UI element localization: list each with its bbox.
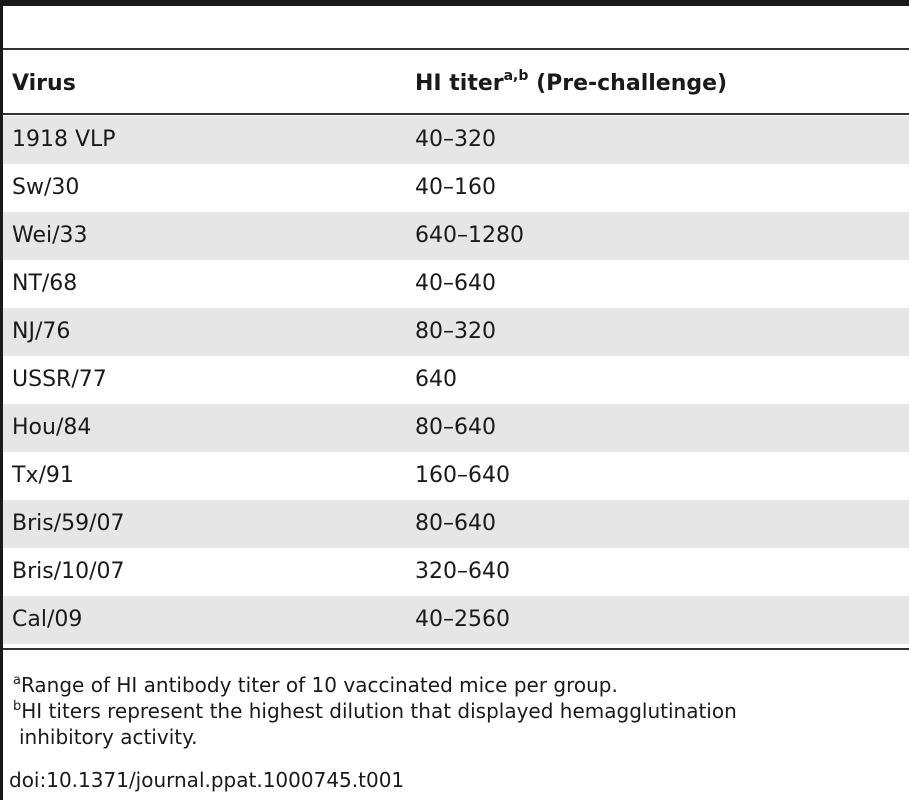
virus-cell: Tx/91 bbox=[12, 463, 74, 488]
header-hi-titer: HI titera,b (Pre-challenge) bbox=[415, 68, 728, 96]
titer-cell: 40–160 bbox=[415, 175, 496, 200]
titer-cell: 80–640 bbox=[415, 415, 496, 440]
doi-link[interactable]: doi:10.1371/journal.ppat.1000745.t001 bbox=[9, 768, 405, 792]
titer-cell: 40–320 bbox=[415, 127, 496, 152]
table-row: USSR/77 640 bbox=[3, 356, 909, 404]
header-hi-titer-suffix: (Pre-challenge) bbox=[528, 71, 728, 96]
footnote-b-continued: inhibitory activity. bbox=[13, 724, 893, 750]
table-row: Tx/91 160–640 bbox=[3, 452, 909, 500]
table-bottom-rule bbox=[3, 648, 909, 650]
titer-cell: 40–640 bbox=[415, 271, 496, 296]
footnote-a: aRange of HI antibody titer of 10 vaccin… bbox=[13, 672, 893, 698]
footnote-text: Range of HI antibody titer of 10 vaccina… bbox=[20, 673, 618, 697]
virus-cell: Bris/59/07 bbox=[12, 511, 125, 536]
virus-cell: 1918 VLP bbox=[12, 127, 116, 152]
footnote-b: bHI titers represent the highest dilutio… bbox=[13, 698, 893, 724]
table-row: Hou/84 80–640 bbox=[3, 404, 909, 452]
titer-cell: 320–640 bbox=[415, 559, 510, 584]
footnote-mark: a bbox=[13, 673, 21, 688]
table-body: 1918 VLP 40–320 Sw/30 40–160 Wei/33 640–128… bbox=[3, 116, 909, 644]
virus-cell: Hou/84 bbox=[12, 415, 92, 440]
left-margin-bar bbox=[0, 0, 3, 800]
top-rule bbox=[0, 0, 909, 6]
titer-cell: 40–2560 bbox=[415, 607, 510, 632]
virus-cell: USSR/77 bbox=[12, 367, 107, 392]
header-footnote-marks: a,b bbox=[503, 68, 529, 84]
table-header-rule bbox=[3, 113, 909, 115]
table-row: Cal/09 40–2560 bbox=[3, 596, 909, 644]
virus-cell: Sw/30 bbox=[12, 175, 80, 200]
footnote-text: inhibitory activity. bbox=[19, 725, 198, 749]
virus-cell: Cal/09 bbox=[12, 607, 83, 632]
titer-cell: 640–1280 bbox=[415, 223, 524, 248]
table-row: NJ/76 80–320 bbox=[3, 308, 909, 356]
titer-cell: 640 bbox=[415, 367, 457, 392]
virus-cell: NT/68 bbox=[12, 271, 78, 296]
table-header-row: Virus HI titera,b (Pre-challenge) bbox=[3, 50, 909, 113]
virus-cell: Bris/10/07 bbox=[12, 559, 125, 584]
table-top-rule bbox=[3, 48, 909, 50]
table-row: 1918 VLP 40–320 bbox=[3, 116, 909, 164]
table-row: Sw/30 40–160 bbox=[3, 164, 909, 212]
virus-cell: NJ/76 bbox=[12, 319, 71, 344]
footnote-mark: b bbox=[13, 699, 22, 714]
header-virus: Virus bbox=[12, 71, 76, 96]
table-row: NT/68 40–640 bbox=[3, 260, 909, 308]
titer-cell: 80–640 bbox=[415, 511, 496, 536]
table-row: Bris/10/07 320–640 bbox=[3, 548, 909, 596]
footnote-text: HI titers represent the highest dilution… bbox=[21, 699, 737, 723]
footnotes: aRange of HI antibody titer of 10 vaccin… bbox=[13, 672, 893, 750]
titer-cell: 160–640 bbox=[415, 463, 510, 488]
virus-cell: Wei/33 bbox=[12, 223, 88, 248]
table-row: Wei/33 640–1280 bbox=[3, 212, 909, 260]
header-hi-titer-label: HI titer bbox=[415, 71, 504, 96]
titer-cell: 80–320 bbox=[415, 319, 496, 344]
table-row: Bris/59/07 80–640 bbox=[3, 500, 909, 548]
